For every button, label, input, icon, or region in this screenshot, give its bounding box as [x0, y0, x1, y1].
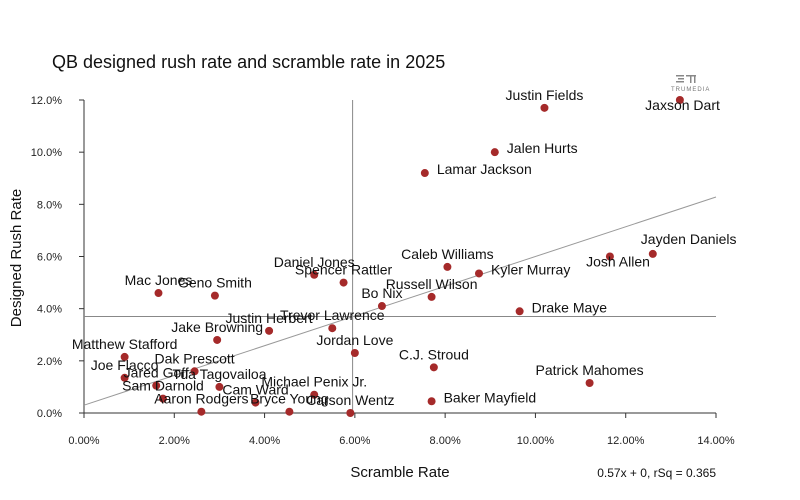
data-points: [120, 96, 684, 417]
data-point: [152, 381, 161, 390]
data-point: [475, 269, 483, 278]
y-axis-title: Designed Rush Rate: [8, 189, 25, 327]
y-tick-label: 10.0%: [31, 147, 62, 159]
point-label: Russell Wilson: [386, 276, 478, 292]
data-point: [310, 390, 319, 399]
point-label: Spencer Rattler: [295, 262, 393, 278]
trendline: [83, 196, 717, 406]
data-point: [675, 96, 684, 104]
y-tick-label: 6.0%: [37, 252, 62, 264]
data-point: [120, 373, 129, 382]
point-label: Daniel Jones: [274, 254, 355, 270]
data-point: [310, 270, 319, 279]
point-label: Sam Darnold: [122, 378, 204, 394]
x-tick-label: 10.00%: [517, 435, 555, 447]
point-label: Cam Ward: [222, 382, 288, 398]
data-point: [265, 326, 274, 335]
trumedia-logo: TRUMEDIA: [671, 75, 710, 93]
data-point: [120, 352, 129, 361]
data-point: [540, 103, 549, 112]
x-tick-label: 6.00%: [339, 435, 370, 447]
data-point: [328, 324, 337, 333]
x-tick-label: 14.00%: [697, 435, 735, 447]
point-label: Justin Herbert: [226, 310, 313, 326]
point-label: Trevor Lawrence: [280, 307, 385, 323]
point-label: Carson Wentz: [306, 392, 394, 408]
y-tick-label: 2.0%: [37, 356, 62, 368]
data-point: [190, 367, 199, 376]
x-axis-title: Scramble Rate: [350, 464, 449, 481]
x-tick-label: 12.00%: [607, 435, 645, 447]
data-point: [490, 148, 499, 157]
reference-lines: [83, 100, 717, 413]
x-tick-label: 2.00%: [159, 435, 190, 447]
data-point: [159, 394, 167, 403]
point-label: Baker Mayfield: [444, 389, 537, 405]
data-point: [197, 407, 206, 416]
data-point: [213, 335, 222, 344]
point-label: Dak Prescott: [155, 350, 235, 366]
data-point: [443, 262, 452, 271]
ticks: 0.00% 2.00% 4.00% 6.00% 8.00% 10.00% 12.00% 14.…: [31, 95, 735, 447]
x-tick-label: 4.00%: [249, 435, 280, 447]
point-label: Tua Tagovailoa: [172, 366, 266, 382]
data-point: [210, 291, 219, 300]
point-label: Patrick Mahomes: [536, 362, 644, 378]
data-point: [585, 379, 594, 388]
data-point: [215, 382, 224, 391]
point-label: Bo Nix: [361, 285, 402, 301]
data-point: [427, 292, 436, 301]
point-label: Kyler Murray: [491, 261, 570, 277]
point-label: Josh Allen: [586, 254, 650, 270]
data-point: [515, 307, 524, 316]
point-label: Jake Browning: [171, 319, 263, 335]
point-label: Caleb Williams: [401, 246, 494, 262]
point-label: Jalen Hurts: [507, 140, 578, 156]
data-point: [427, 397, 436, 406]
y-tick-label: 12.0%: [31, 95, 62, 107]
point-label: Justin Fields: [506, 87, 584, 103]
data-point: [350, 349, 359, 358]
point-label: Geno Smith: [178, 275, 252, 291]
data-point: [605, 252, 614, 261]
point-label: Aaron Rodgers: [154, 391, 248, 407]
point-label: C.J. Stroud: [399, 346, 469, 362]
chart-title: QB designed rush rate and scramble rate …: [52, 52, 445, 72]
data-point: [377, 302, 386, 311]
x-tick-label: 8.00%: [430, 435, 461, 447]
y-tick-label: 8.0%: [37, 199, 62, 211]
data-point: [154, 289, 163, 298]
y-tick-label: 0.0%: [37, 408, 62, 420]
point-label: Bryce Young: [250, 391, 329, 407]
x-tick-label: 0.00%: [68, 435, 99, 447]
data-point: [285, 407, 294, 416]
point-label: Jaxson Dart: [645, 97, 720, 113]
point-label: Jordan Love: [316, 332, 393, 348]
point-label: Drake Maye: [532, 299, 608, 315]
point-label: Mac Jones: [125, 272, 193, 288]
point-label: Jared Goff: [124, 365, 189, 381]
data-point: [339, 278, 348, 287]
point-label: Jayden Daniels: [641, 231, 737, 247]
data-point: [251, 398, 260, 407]
data-point: [648, 249, 657, 258]
point-label: Lamar Jackson: [437, 161, 532, 177]
point-label: Joe Flacco: [91, 357, 159, 373]
y-tick-label: 4.0%: [37, 304, 62, 316]
data-point: [420, 169, 429, 178]
logo-text: TRUMEDIA: [671, 87, 710, 93]
trendline-equation: 0.57x + 0, rSq = 0.365: [597, 466, 716, 480]
point-labels: Justin Fields Jaxson Dart Jalen Hurts Lamar…: [72, 87, 737, 408]
point-label: Michael Penix Jr.: [261, 374, 367, 390]
data-point: [346, 409, 355, 417]
data-point: [429, 363, 438, 372]
point-label: Matthew Stafford: [72, 336, 178, 352]
